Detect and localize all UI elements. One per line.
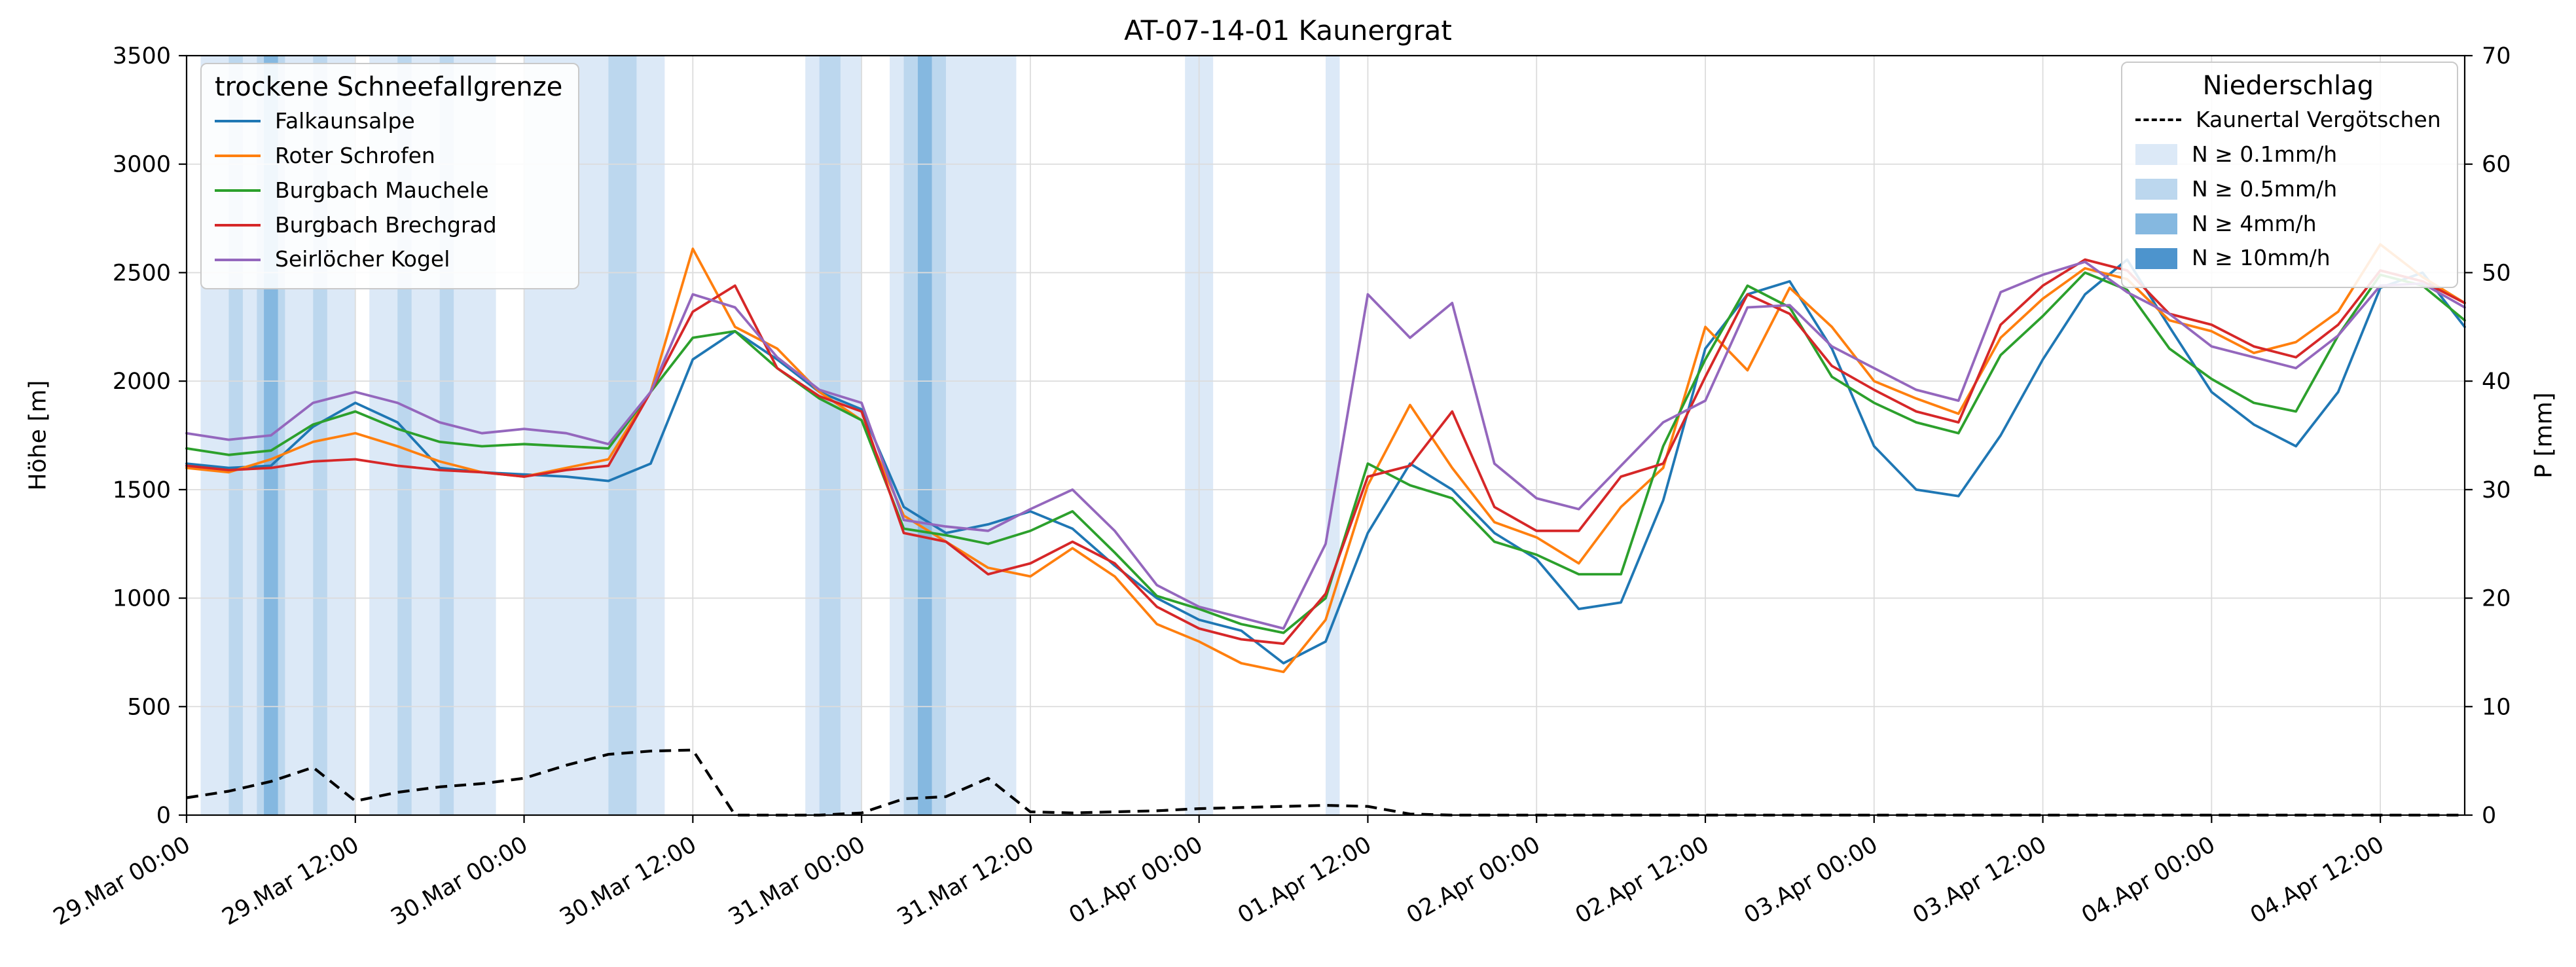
legend-patch-swatch [2135, 179, 2177, 200]
legend-item-label: Burgbach Brechgrad [275, 211, 497, 238]
precip-line-kaunertal-verg-tschen [186, 748, 2465, 817]
legend-item-label: N ≥ 10mm/h [2192, 245, 2331, 271]
plot-border [185, 54, 2466, 816]
y-axis-label-left: Höhe [m] [24, 380, 52, 491]
legend-item-seirl-cher-kogel: Seirlöcher Kogel [215, 244, 562, 275]
y-axis-label-right: P [mm] [2530, 392, 2558, 479]
legend-precip: Niederschlag Kaunertal Vergötschen N ≥ 0.… [2121, 62, 2458, 289]
legend-patch-swatch [2135, 213, 2177, 234]
x-tick-label: 03.Apr 12:00 [1908, 831, 2051, 929]
legend-item-burgbach-brechgrad: Burgbach Brechgrad [215, 210, 562, 241]
x-tick-label: 29.Mar 12:00 [218, 831, 363, 930]
y-tick-label-right: 50 [2482, 260, 2511, 286]
y-tick-label-right: 10 [2482, 694, 2511, 720]
legend-item-label: N ≥ 0.1mm/h [2192, 141, 2338, 167]
y-tick-label-left: 500 [127, 694, 171, 720]
legend-snowline-items: Falkaunsalpe Roter Schrofen Burgbach Mauch… [215, 106, 562, 275]
series-line-burgbach-mauchele [185, 271, 2466, 634]
legend-item-kaunertal-verg-tschen: Kaunertal Vergötschen [2135, 105, 2441, 136]
legend-item-falkaunsalpe: Falkaunsalpe [215, 106, 562, 137]
series-line-roter-schrofen [185, 243, 2466, 674]
x-tick-label: 02.Apr 12:00 [1571, 831, 1714, 929]
legend-precip-items: Kaunertal Vergötschen N ≥ 0.1mm/h N ≥ 0.5m… [2135, 105, 2441, 274]
y-tick-label-left: 1000 [113, 586, 171, 612]
x-tick-label: 30.Mar 00:00 [387, 831, 532, 930]
legend-line-swatch [215, 258, 261, 261]
x-tick-label: 04.Apr 12:00 [2246, 831, 2389, 929]
legend-item-label: Falkaunsalpe [275, 108, 415, 134]
y-tick-label-left: 1500 [113, 477, 171, 503]
series-line-falkaunsalpe [185, 258, 2466, 665]
legend-item-label: N ≥ 0.5mm/h [2192, 175, 2338, 202]
legend-line-swatch [215, 155, 261, 158]
legend-item-burgbach-mauchele: Burgbach Mauchele [215, 175, 562, 206]
legend-patch-swatch [2135, 247, 2177, 269]
y-tick-label-left: 3500 [113, 43, 171, 69]
x-tick-label: 31.Mar 12:00 [893, 831, 1038, 930]
x-tick-label: 01.Apr 12:00 [1233, 831, 1376, 929]
legend-precip-title: Niederschlag [2202, 71, 2374, 101]
legend-snowline-title: trockene Schneefallgrenze [215, 72, 563, 102]
precip-band [918, 56, 932, 815]
legend-item-label: Burgbach Mauchele [275, 177, 489, 203]
legend-item-n-0-5mm-h: N ≥ 0.5mm/h [2135, 174, 2441, 205]
legend-line-swatch [215, 189, 261, 192]
y-tick-label-left: 3000 [113, 152, 171, 178]
x-tick-label: 03.Apr 00:00 [1740, 831, 1883, 929]
y-tick-label-left: 2000 [113, 369, 171, 395]
legend-dashed-line-swatch [2135, 119, 2181, 122]
y-tick-label-right: 70 [2482, 43, 2511, 69]
y-tick-label-left: 0 [156, 803, 171, 829]
series-line-burgbach-brechgrad [185, 258, 2466, 646]
legend-item-label: N ≥ 4mm/h [2192, 210, 2317, 236]
legend-item-n-0-1mm-h: N ≥ 0.1mm/h [2135, 139, 2441, 170]
x-tick-label: 02.Apr 00:00 [1402, 831, 1545, 929]
legend-item-n-10mm-h: N ≥ 10mm/h [2135, 243, 2441, 274]
series-line-seirl-cher-kogel [185, 261, 2466, 630]
y-tick-label-right: 30 [2482, 477, 2511, 503]
legend-item-label: Kaunertal Vergötschen [2196, 107, 2441, 132]
x-tick-label: 04.Apr 00:00 [2077, 831, 2220, 929]
legend-patch-swatch [2135, 144, 2177, 166]
x-tick-label: 31.Mar 00:00 [724, 831, 869, 930]
legend-item-n-4mm-h: N ≥ 4mm/h [2135, 209, 2441, 240]
y-tick-label-right: 60 [2482, 152, 2511, 178]
legend-item-label: Roter Schrofen [275, 142, 435, 168]
y-tick-label-left: 2500 [113, 260, 171, 286]
y-tick-label-right: 0 [2482, 803, 2496, 829]
legend-snowline: trockene Schneefallgrenze Falkaunsalpe Ro… [200, 63, 580, 290]
precip-band [819, 56, 841, 815]
x-tick-label: 29.Mar 00:00 [49, 831, 194, 930]
y-tick-label-right: 20 [2482, 586, 2511, 612]
x-tick-label: 30.Mar 12:00 [555, 831, 700, 930]
chart-title: AT-07-14-01 Kaunergrat [1124, 14, 1452, 46]
precip-band [1326, 56, 1340, 815]
legend-item-label: Seirlöcher Kogel [275, 246, 450, 272]
legend-line-swatch [215, 120, 261, 123]
y-tick-label-right: 40 [2482, 369, 2511, 395]
x-tick-label: 01.Apr 00:00 [1065, 831, 1208, 929]
legend-line-swatch [215, 224, 261, 227]
legend-item-roter-schrofen: Roter Schrofen [215, 141, 562, 172]
